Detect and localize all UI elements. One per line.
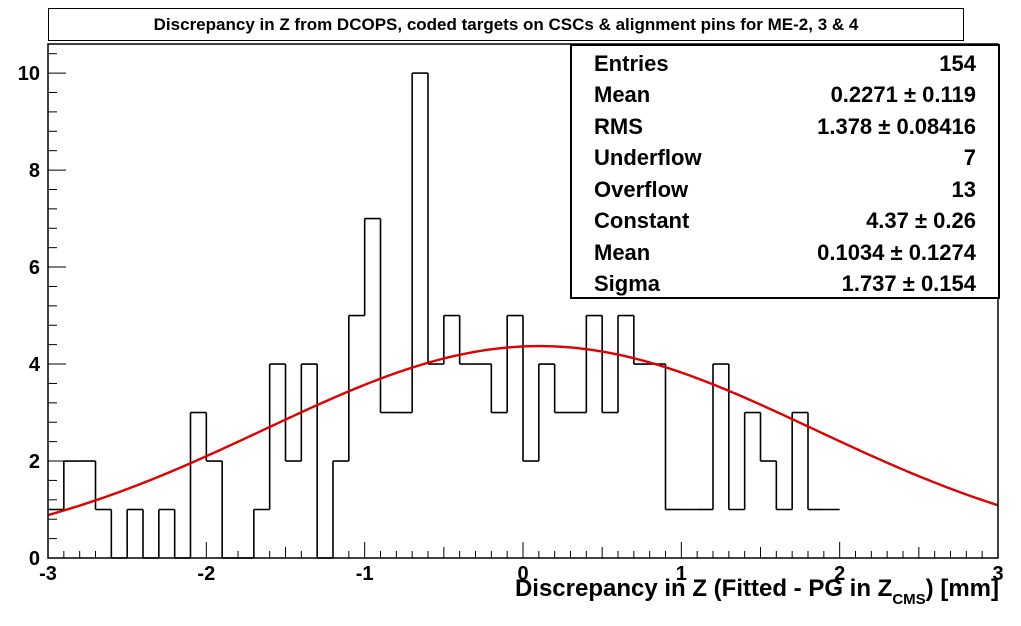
y-tick-label: 0: [29, 548, 40, 570]
stats-value: 4.37 ± 0.26: [866, 208, 976, 234]
y-tick-label: 10: [18, 63, 40, 85]
stats-label: Entries: [594, 50, 669, 76]
stats-label: Underflow: [594, 145, 702, 171]
y-tick-label: 8: [29, 160, 40, 182]
stats-row: Entries 154: [594, 48, 976, 80]
x-tick-label: 0: [517, 563, 528, 585]
x-tick-label: -3: [39, 563, 57, 585]
stats-label: Overflow: [594, 176, 689, 202]
stats-value: 13: [951, 176, 976, 202]
stats-row: Constant 4.37 ± 0.26: [594, 206, 976, 238]
stats-label: RMS: [594, 113, 643, 139]
stats-box: Entries 154 Mean 0.2271 ± 0.119 RMS 1.378 ± 0…: [570, 44, 1000, 299]
stats-row: Sigma 1.737 ± 0.154: [594, 269, 976, 301]
stats-value: 1.378 ± 0.08416: [817, 113, 976, 139]
stats-row: Underflow 7: [594, 143, 976, 175]
stats-label: Mean: [594, 82, 651, 108]
chart-title: Discrepancy in Z from DCOPS, coded targe…: [48, 8, 964, 41]
y-tick-label: 2: [29, 451, 40, 473]
stats-label: Sigma: [594, 271, 661, 297]
x-tick-label: 2: [834, 563, 845, 585]
x-tick-label: -2: [197, 563, 215, 585]
stats-row: Mean 0.1034 ± 0.1274: [594, 237, 976, 269]
stats-value: 1.737 ± 0.154: [841, 271, 976, 297]
x-axis-label: Discrepancy in Z (Fitted - PG in ZCMS) […: [515, 575, 999, 608]
stats-value: 0.2271 ± 0.119: [830, 82, 976, 108]
x-tick-label: 3: [992, 563, 1003, 585]
stats-row: Mean 0.2271 ± 0.119: [594, 80, 976, 112]
stats-value: 154: [939, 50, 976, 76]
x-axis-label-main: Discrepancy in Z (Fitted - PG in Z: [514, 575, 893, 602]
stats-row: RMS 1.378 ± 0.08416: [594, 111, 976, 143]
x-axis-label-tail: ) [mm]: [925, 575, 999, 602]
gaussian-fit-curve: [47, 344, 999, 517]
stats-label: Mean: [594, 239, 651, 265]
x-tick-label: 1: [676, 563, 687, 585]
stats-value: 0.1034 ± 0.1274: [817, 239, 976, 265]
y-tick-label: 6: [29, 257, 40, 279]
y-tick-label: 4: [29, 354, 41, 376]
x-tick-label: -1: [356, 563, 374, 585]
stats-label: Constant: [594, 208, 690, 234]
stats-row: Overflow 13: [594, 174, 976, 206]
stats-value: 7: [963, 145, 976, 171]
x-axis-label-sub: CMS: [892, 591, 926, 608]
